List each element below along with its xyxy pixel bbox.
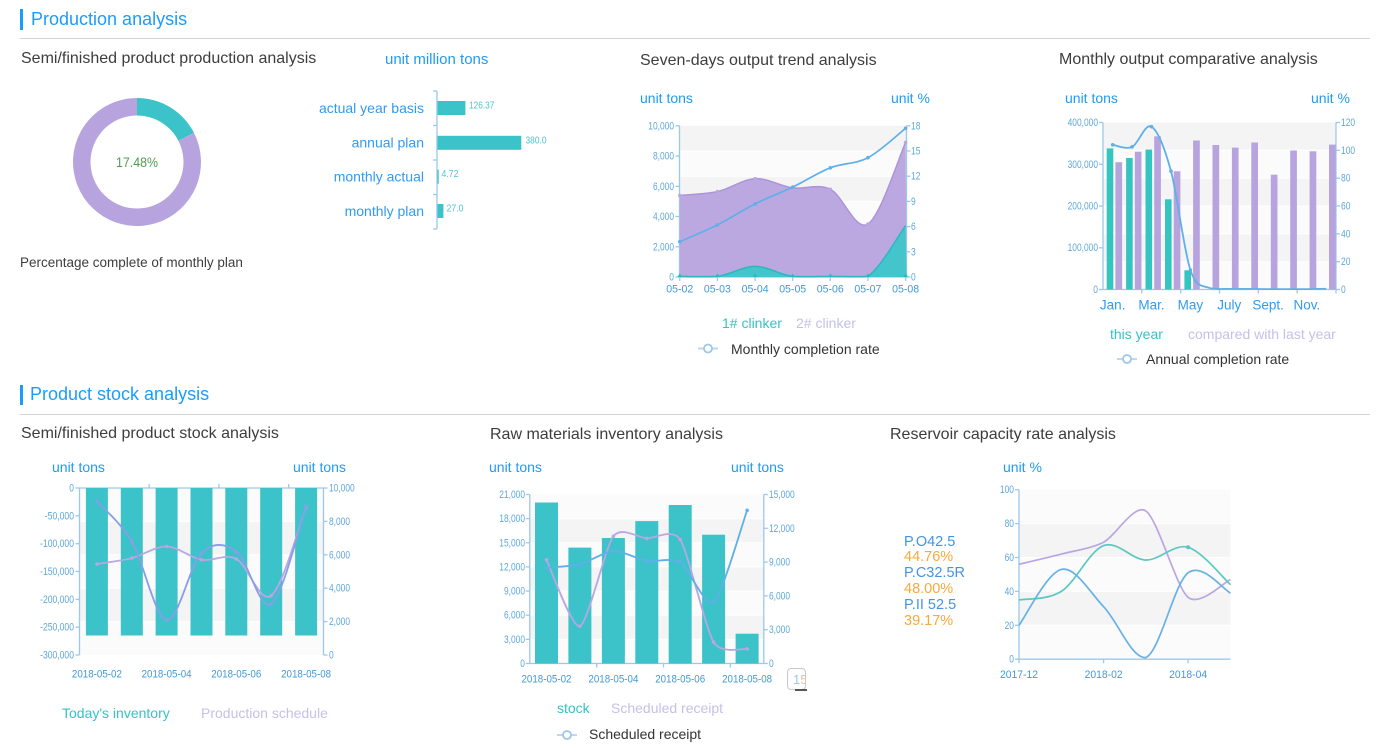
svg-text:200,000: 200,000 bbox=[1068, 201, 1098, 213]
svg-text:0: 0 bbox=[69, 483, 74, 495]
svg-text:05-07: 05-07 bbox=[854, 284, 881, 296]
svg-text:-200,000: -200,000 bbox=[40, 594, 74, 606]
svg-text:-300,000: -300,000 bbox=[40, 650, 74, 662]
svg-text:05-04: 05-04 bbox=[742, 284, 769, 296]
svg-text:05-06: 05-06 bbox=[817, 284, 844, 296]
svg-text:60: 60 bbox=[1341, 201, 1350, 213]
svg-text:21,000: 21,000 bbox=[499, 489, 525, 501]
svg-text:2018-05-06: 2018-05-06 bbox=[211, 669, 261, 681]
svg-text:actual year basis: actual year basis bbox=[319, 100, 424, 116]
svg-text:2018-05-02: 2018-05-02 bbox=[522, 674, 572, 686]
svg-text:100: 100 bbox=[1000, 484, 1014, 496]
svg-text:0: 0 bbox=[669, 272, 674, 284]
svg-text:8,000: 8,000 bbox=[653, 151, 674, 163]
svg-text:0: 0 bbox=[1341, 284, 1346, 296]
svg-text:3,000: 3,000 bbox=[769, 624, 790, 636]
svg-text:05-02: 05-02 bbox=[666, 284, 693, 296]
svg-text:300,000: 300,000 bbox=[1068, 159, 1098, 171]
svg-text:annual plan: annual plan bbox=[352, 135, 424, 151]
svg-text:3,000: 3,000 bbox=[504, 634, 525, 646]
svg-text:monthly plan: monthly plan bbox=[345, 203, 424, 219]
svg-text:120: 120 bbox=[1341, 117, 1355, 129]
svg-text:400,000: 400,000 bbox=[1068, 117, 1098, 129]
svg-text:6,000: 6,000 bbox=[329, 549, 350, 561]
svg-text:0: 0 bbox=[329, 650, 334, 662]
svg-text:4,000: 4,000 bbox=[653, 211, 674, 223]
svg-text:0: 0 bbox=[520, 658, 525, 670]
svg-text:40: 40 bbox=[1341, 228, 1350, 240]
svg-text:2,000: 2,000 bbox=[653, 241, 674, 253]
svg-text:126.37: 126.37 bbox=[469, 101, 495, 112]
svg-text:15,000: 15,000 bbox=[769, 489, 795, 501]
svg-text:4,000: 4,000 bbox=[329, 583, 350, 595]
svg-text:20: 20 bbox=[1341, 256, 1350, 268]
svg-text:100: 100 bbox=[1341, 145, 1355, 157]
svg-text:18,000: 18,000 bbox=[499, 513, 525, 525]
svg-text:380.0: 380.0 bbox=[526, 135, 547, 146]
svg-text:6,000: 6,000 bbox=[769, 590, 790, 602]
svg-text:9,000: 9,000 bbox=[504, 586, 525, 598]
svg-text:4.72: 4.72 bbox=[442, 169, 459, 180]
svg-text:0: 0 bbox=[911, 272, 916, 284]
svg-text:3: 3 bbox=[911, 246, 916, 258]
svg-text:2018-05-08: 2018-05-08 bbox=[281, 669, 331, 681]
svg-text:Nov.: Nov. bbox=[1294, 298, 1321, 313]
svg-text:27.0: 27.0 bbox=[447, 204, 464, 215]
svg-text:Jan.: Jan. bbox=[1100, 298, 1126, 313]
svg-text:2018-05-02: 2018-05-02 bbox=[72, 669, 122, 681]
svg-text:10,000: 10,000 bbox=[648, 120, 674, 132]
svg-text:May: May bbox=[1178, 298, 1204, 313]
svg-text:10,000: 10,000 bbox=[329, 483, 355, 495]
svg-text:2018-02: 2018-02 bbox=[1085, 669, 1123, 681]
svg-text:05-05: 05-05 bbox=[779, 284, 806, 296]
svg-text:12: 12 bbox=[911, 171, 920, 183]
svg-text:2018-05-04: 2018-05-04 bbox=[588, 674, 638, 686]
svg-text:17.48%: 17.48% bbox=[116, 154, 158, 170]
svg-text:60: 60 bbox=[1005, 552, 1014, 564]
svg-text:2018-05-08: 2018-05-08 bbox=[722, 674, 772, 686]
svg-text:2018-04: 2018-04 bbox=[1169, 669, 1207, 681]
svg-text:05-08: 05-08 bbox=[892, 284, 919, 296]
svg-text:05-03: 05-03 bbox=[704, 284, 731, 296]
svg-text:8,000: 8,000 bbox=[329, 516, 350, 528]
svg-text:-50,000: -50,000 bbox=[45, 510, 74, 522]
svg-text:monthly actual: monthly actual bbox=[334, 169, 424, 185]
svg-text:Mar.: Mar. bbox=[1138, 298, 1164, 313]
svg-text:0: 0 bbox=[1093, 284, 1098, 296]
svg-text:15,000: 15,000 bbox=[499, 537, 525, 549]
svg-text:80: 80 bbox=[1341, 173, 1350, 185]
svg-text:6,000: 6,000 bbox=[653, 181, 674, 193]
svg-text:0: 0 bbox=[1009, 654, 1014, 666]
svg-text:Sept.: Sept. bbox=[1252, 298, 1284, 313]
svg-text:-250,000: -250,000 bbox=[40, 622, 74, 634]
svg-text:80: 80 bbox=[1005, 518, 1014, 530]
svg-text:15: 15 bbox=[911, 146, 920, 158]
svg-text:-150,000: -150,000 bbox=[40, 566, 74, 578]
svg-text:9,000: 9,000 bbox=[769, 557, 790, 569]
svg-text:12,000: 12,000 bbox=[499, 561, 525, 573]
svg-text:-100,000: -100,000 bbox=[40, 538, 74, 550]
svg-text:12,000: 12,000 bbox=[769, 523, 795, 535]
svg-text:40: 40 bbox=[1005, 586, 1014, 598]
svg-text:July: July bbox=[1217, 298, 1241, 313]
svg-text:18: 18 bbox=[911, 120, 920, 132]
svg-text:100,000: 100,000 bbox=[1068, 242, 1098, 254]
svg-text:9: 9 bbox=[911, 196, 916, 208]
svg-text:2018-05-06: 2018-05-06 bbox=[655, 674, 705, 686]
svg-text:6: 6 bbox=[911, 221, 916, 233]
svg-text:0: 0 bbox=[769, 658, 774, 670]
svg-text:2018-05-04: 2018-05-04 bbox=[142, 669, 192, 681]
svg-text:2017-12: 2017-12 bbox=[1000, 669, 1038, 681]
svg-text:6,000: 6,000 bbox=[504, 610, 525, 622]
svg-text:2,000: 2,000 bbox=[329, 616, 350, 628]
svg-text:20: 20 bbox=[1005, 620, 1014, 632]
